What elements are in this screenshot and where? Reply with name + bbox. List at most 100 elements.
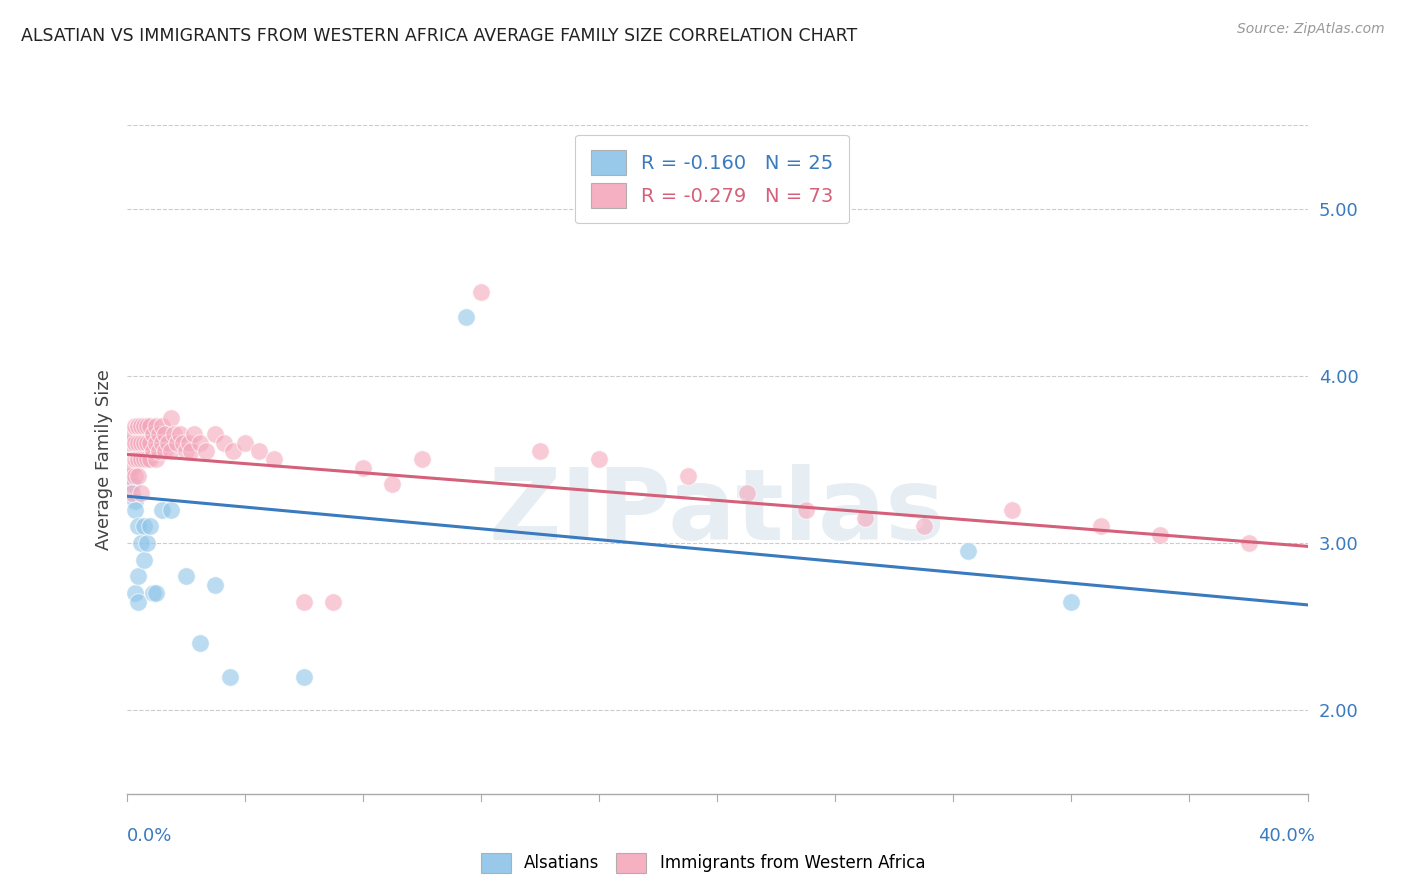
- Point: [124, 469, 146, 483]
- Point: [145, 435, 167, 450]
- Point: [139, 418, 162, 433]
- Point: [172, 435, 194, 450]
- Point: [163, 427, 186, 442]
- Text: ZIPatlas: ZIPatlas: [489, 465, 945, 561]
- Text: 0.0%: 0.0%: [127, 827, 172, 845]
- Point: [853, 511, 876, 525]
- Point: [159, 444, 183, 458]
- Legend: Alsatians, Immigrants from Western Africa: Alsatians, Immigrants from Western Afric…: [474, 847, 932, 880]
- Point: [129, 418, 153, 433]
- Point: [145, 586, 167, 600]
- Point: [153, 427, 176, 442]
- Point: [134, 552, 156, 567]
- Legend: R = -0.160   N = 25, R = -0.279   N = 73: R = -0.160 N = 25, R = -0.279 N = 73: [575, 135, 849, 224]
- Point: [159, 410, 183, 425]
- Point: [177, 435, 200, 450]
- Point: [129, 536, 153, 550]
- Point: [169, 427, 191, 442]
- Point: [470, 285, 492, 300]
- Point: [1090, 519, 1112, 533]
- Point: [134, 519, 156, 533]
- Point: [129, 452, 153, 467]
- Point: [956, 544, 979, 558]
- Point: [121, 460, 143, 475]
- Point: [222, 444, 245, 458]
- Point: [124, 502, 146, 516]
- Point: [118, 435, 141, 450]
- Point: [136, 452, 159, 467]
- Point: [195, 444, 218, 458]
- Point: [588, 452, 610, 467]
- Point: [134, 452, 156, 467]
- Point: [121, 477, 143, 491]
- Point: [139, 435, 162, 450]
- Point: [247, 444, 270, 458]
- Point: [153, 444, 176, 458]
- Point: [150, 418, 173, 433]
- Point: [183, 427, 205, 442]
- Text: 40.0%: 40.0%: [1258, 827, 1315, 845]
- Point: [1237, 536, 1260, 550]
- Text: Source: ZipAtlas.com: Source: ZipAtlas.com: [1237, 22, 1385, 37]
- Point: [139, 519, 162, 533]
- Point: [136, 418, 159, 433]
- Point: [159, 502, 183, 516]
- Point: [129, 452, 153, 467]
- Point: [263, 452, 285, 467]
- Y-axis label: Average Family Size: Average Family Size: [94, 369, 112, 549]
- Point: [121, 427, 143, 442]
- Point: [150, 435, 173, 450]
- Point: [219, 670, 242, 684]
- Point: [136, 435, 159, 450]
- Point: [233, 435, 256, 450]
- Point: [529, 444, 551, 458]
- Point: [124, 586, 146, 600]
- Point: [212, 435, 235, 450]
- Point: [145, 452, 167, 467]
- Point: [129, 485, 153, 500]
- Point: [124, 494, 146, 508]
- Point: [174, 444, 197, 458]
- Point: [454, 310, 477, 325]
- Point: [676, 469, 699, 483]
- Point: [912, 519, 935, 533]
- Point: [148, 444, 170, 458]
- Text: ALSATIAN VS IMMIGRANTS FROM WESTERN AFRICA AVERAGE FAMILY SIZE CORRELATION CHART: ALSATIAN VS IMMIGRANTS FROM WESTERN AFRI…: [21, 27, 858, 45]
- Point: [134, 435, 156, 450]
- Point: [134, 418, 156, 433]
- Point: [180, 444, 202, 458]
- Point: [127, 452, 149, 467]
- Point: [124, 452, 146, 467]
- Point: [124, 418, 146, 433]
- Point: [142, 444, 165, 458]
- Point: [166, 435, 188, 450]
- Point: [127, 594, 149, 608]
- Point: [1060, 594, 1083, 608]
- Point: [121, 485, 143, 500]
- Point: [129, 435, 153, 450]
- Point: [148, 427, 170, 442]
- Point: [127, 569, 149, 583]
- Point: [145, 418, 167, 433]
- Point: [150, 502, 173, 516]
- Point: [735, 485, 758, 500]
- Point: [292, 594, 315, 608]
- Point: [136, 536, 159, 550]
- Point: [127, 469, 149, 483]
- Point: [1149, 527, 1171, 541]
- Point: [127, 435, 149, 450]
- Point: [1001, 502, 1024, 516]
- Point: [292, 670, 315, 684]
- Point: [352, 460, 374, 475]
- Point: [188, 435, 211, 450]
- Point: [174, 569, 197, 583]
- Point: [156, 435, 179, 450]
- Point: [118, 469, 141, 483]
- Point: [142, 586, 165, 600]
- Point: [381, 477, 404, 491]
- Point: [142, 427, 165, 442]
- Point: [322, 594, 344, 608]
- Point: [188, 636, 211, 650]
- Point: [124, 435, 146, 450]
- Point: [411, 452, 433, 467]
